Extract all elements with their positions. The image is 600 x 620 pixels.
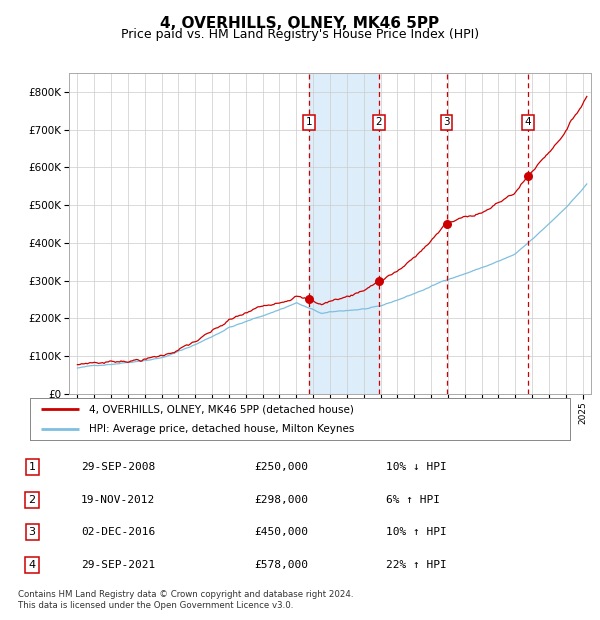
Text: £298,000: £298,000 — [254, 495, 308, 505]
Text: 10% ↓ HPI: 10% ↓ HPI — [386, 462, 447, 472]
Text: £250,000: £250,000 — [254, 462, 308, 472]
Text: 4: 4 — [29, 560, 36, 570]
Text: 10% ↑ HPI: 10% ↑ HPI — [386, 527, 447, 537]
Text: £578,000: £578,000 — [254, 560, 308, 570]
Text: 02-DEC-2016: 02-DEC-2016 — [81, 527, 155, 537]
Bar — [309, 73, 379, 394]
Text: £450,000: £450,000 — [254, 527, 308, 537]
Text: 29-SEP-2021: 29-SEP-2021 — [81, 560, 155, 570]
Text: HPI: Average price, detached house, Milton Keynes: HPI: Average price, detached house, Milt… — [89, 424, 355, 434]
Text: 1: 1 — [305, 117, 312, 127]
Text: 3: 3 — [443, 117, 450, 127]
Text: 2: 2 — [376, 117, 382, 127]
Text: 2: 2 — [29, 495, 36, 505]
Text: Contains HM Land Registry data © Crown copyright and database right 2024.
This d: Contains HM Land Registry data © Crown c… — [18, 590, 353, 609]
Text: 19-NOV-2012: 19-NOV-2012 — [81, 495, 155, 505]
Text: 4: 4 — [524, 117, 531, 127]
Text: 3: 3 — [29, 527, 35, 537]
Text: Price paid vs. HM Land Registry's House Price Index (HPI): Price paid vs. HM Land Registry's House … — [121, 28, 479, 41]
Text: 4, OVERHILLS, OLNEY, MK46 5PP (detached house): 4, OVERHILLS, OLNEY, MK46 5PP (detached … — [89, 404, 354, 414]
Text: 4, OVERHILLS, OLNEY, MK46 5PP: 4, OVERHILLS, OLNEY, MK46 5PP — [160, 16, 440, 30]
Text: 29-SEP-2008: 29-SEP-2008 — [81, 462, 155, 472]
Text: 1: 1 — [29, 462, 35, 472]
Text: 22% ↑ HPI: 22% ↑ HPI — [386, 560, 447, 570]
Text: 6% ↑ HPI: 6% ↑ HPI — [386, 495, 440, 505]
